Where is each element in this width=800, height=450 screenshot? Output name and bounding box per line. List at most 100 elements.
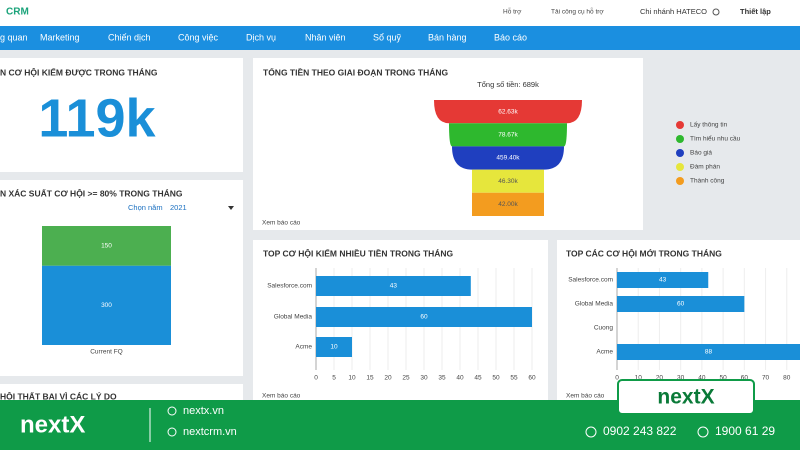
funnel-label: 62.63k — [498, 108, 518, 115]
top-bar — [0, 0, 800, 26]
report-link[interactable]: Xem báo cáo — [262, 393, 301, 400]
branch[interactable]: Chi nhánh HATECO — [640, 7, 707, 16]
bar — [617, 344, 800, 360]
bar-label: 43 — [390, 283, 398, 290]
nav-item[interactable]: Bán hàng — [428, 32, 467, 42]
nav-bar — [0, 26, 800, 50]
bar — [617, 272, 709, 288]
bar-label: 10 — [330, 344, 338, 351]
bar — [316, 337, 352, 357]
category-label: Current FQ — [90, 349, 123, 356]
nav-item[interactable]: Dịch vụ — [246, 32, 276, 42]
bar-segment — [42, 265, 171, 345]
bar — [316, 276, 471, 296]
x-tick-label: 60 — [741, 375, 749, 382]
panel — [0, 384, 243, 404]
legend-label: Tìm hiểu nhu cầu — [690, 134, 741, 143]
bar-label: 43 — [659, 277, 667, 284]
site[interactable]: nextx.vn — [183, 405, 224, 417]
panel-title: HỘI THẤT BẠI VÌ CÁC LÝ DO — [0, 390, 117, 401]
panel-title: N CƠ HỘI KIẾM ĐƯỢC TRONG THÁNG — [0, 66, 158, 77]
x-tick-label: 60 — [528, 375, 536, 382]
legend-label: Thành công — [690, 178, 725, 185]
nav-item[interactable]: Công việc — [178, 32, 219, 42]
funnel-segment — [472, 192, 544, 216]
funnel-label: 459.40k — [496, 155, 520, 162]
phone-icon — [585, 426, 597, 438]
nav-item[interactable]: Nhân viên — [305, 32, 346, 42]
bar-segment — [42, 226, 171, 266]
phone-icon — [697, 426, 709, 438]
chart-title: TOP CƠ HỘI KIẾM NHIỀU TIỀN TRONG THÁNG — [263, 247, 454, 258]
category-label: Acme — [596, 349, 613, 356]
bar-label: 88 — [705, 349, 713, 356]
bar — [316, 307, 532, 327]
chart-title: N XÁC SUẤT CƠ HỘI >= 80% TRONG THÁNG — [0, 187, 183, 198]
nav-item[interactable]: Sổ quỹ — [373, 32, 402, 42]
badge-text: nextX — [657, 386, 714, 409]
chart-title: TỔNG TIỀN THEO GIAI ĐOẠN TRONG THÁNG — [263, 66, 448, 77]
globe-icon — [167, 427, 177, 437]
link[interactable]: Tải công cụ hỗ trợ — [551, 7, 604, 16]
badge — [617, 379, 755, 415]
report-link[interactable]: Xem báo cáo — [262, 220, 301, 227]
chart-title: TOP CÁC CƠ HỘI MỚI TRONG THÁNG — [566, 247, 722, 258]
x-tick-label: 45 — [474, 375, 482, 382]
pin-icon — [712, 8, 720, 16]
x-tick-label: 70 — [762, 375, 770, 382]
panel — [557, 240, 800, 405]
select-label[interactable]: Chọn năm — [128, 203, 163, 212]
funnel-label: 42.00k — [498, 201, 518, 208]
phone[interactable]: 1900 61 29 — [715, 424, 775, 438]
legend-swatch — [676, 177, 684, 185]
link[interactable]: Hỗ trợ — [503, 7, 522, 16]
select-value[interactable]: 2021 — [170, 203, 187, 212]
report-link[interactable]: Xem báo cáo — [566, 393, 605, 400]
category-label: Cuong — [594, 325, 614, 332]
x-tick-label: 50 — [719, 375, 727, 382]
legend-label: Lấy thông tin — [690, 120, 728, 129]
x-tick-label: 15 — [366, 375, 374, 382]
phone[interactable]: 0902 243 822 — [603, 424, 677, 438]
settings[interactable]: Thiết lập — [740, 7, 771, 16]
panel — [0, 58, 243, 172]
x-tick-label: 5 — [332, 375, 336, 382]
x-tick-label: 20 — [384, 375, 392, 382]
funnel-segment — [434, 100, 582, 124]
bar-label: 60 — [677, 301, 685, 308]
nav-item[interactable]: g quan — [0, 32, 28, 42]
dropdown-arrow[interactable] — [228, 206, 234, 210]
nav-item[interactable]: Chiến dịch — [108, 32, 151, 42]
bar — [617, 296, 745, 312]
x-tick-label: 0 — [615, 375, 619, 382]
bar-label: 150 — [101, 243, 112, 250]
kpi-value: 119k — [38, 88, 156, 148]
category-label: Salesforce.com — [267, 283, 312, 290]
nav-item[interactable]: Marketing — [40, 32, 80, 42]
funnel-subtitle: Tổng số tiền: 689k — [477, 80, 539, 89]
x-tick-label: 30 — [677, 375, 685, 382]
category-label: Salesforce.com — [568, 277, 613, 284]
x-tick-label: 50 — [492, 375, 500, 382]
legend-label: Báo giá — [690, 150, 712, 157]
legend-swatch — [676, 163, 684, 171]
funnel-segment — [452, 146, 564, 170]
x-tick-label: 80 — [783, 375, 791, 382]
nav-item[interactable]: Báo cáo — [494, 32, 527, 42]
category-label: Acme — [295, 344, 312, 351]
x-tick-label: 40 — [698, 375, 706, 382]
x-tick-label: 0 — [314, 375, 318, 382]
logo: CRM — [6, 7, 29, 18]
x-tick-label: 20 — [656, 375, 664, 382]
site[interactable]: nextcrm.vn — [183, 426, 237, 438]
funnel-segment — [472, 169, 544, 193]
legend-swatch — [676, 135, 684, 143]
x-tick-label: 35 — [438, 375, 446, 382]
x-tick-label: 10 — [348, 375, 356, 382]
category-label: Global Media — [274, 314, 313, 321]
legend-swatch — [676, 149, 684, 157]
x-tick-label: 30 — [420, 375, 428, 382]
bar-label: 300 — [101, 302, 112, 309]
globe-icon — [167, 406, 177, 416]
